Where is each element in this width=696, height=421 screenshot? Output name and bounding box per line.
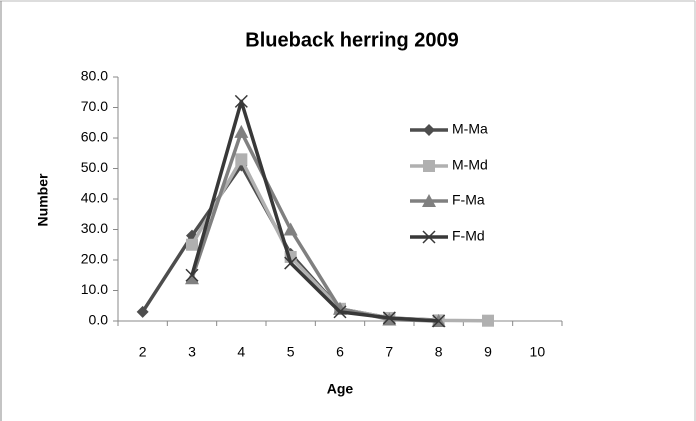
x-tick-label: 9 [484,344,492,360]
y-tick-label: 80.0 [81,68,108,84]
x-tick-label: 5 [287,344,295,360]
data-point [136,305,149,318]
x-tick-label: 8 [435,344,443,360]
data-point [185,268,199,282]
data-point [382,311,396,325]
y-tick-label: 10.0 [81,281,108,297]
series-line [190,130,439,323]
chart-title: Blueback herring 2009 [245,29,458,51]
series-line [190,157,489,323]
series-line [190,99,439,323]
y-tick-label: 20.0 [81,251,108,267]
legend-label: M-Md [452,157,488,173]
legend-marker [422,230,436,244]
x-axis-title: Age [327,381,354,397]
data-point [283,222,298,236]
x-tick-label: 4 [237,344,245,360]
y-tick-label: 30.0 [81,220,108,236]
legend-marker [423,160,435,172]
legend-label: F-Md [452,228,485,244]
data-point [234,94,248,108]
legend-marker [422,194,436,207]
data-point [185,271,199,285]
data-point [186,238,198,251]
y-tick-label: 70.0 [81,98,108,114]
data-point [234,124,249,138]
x-tick-label: 6 [336,344,344,360]
y-tick-label: 60.0 [81,129,108,145]
x-tick-label: 3 [188,344,196,360]
legend-label: F-Ma [452,192,485,208]
x-tick-label: 10 [530,344,546,360]
data-point [432,314,446,328]
y-tick-label: 50.0 [81,159,108,175]
y-axis-title: Number [35,173,51,226]
y-tick-label: 0.0 [89,312,109,328]
y-tick-label: 40.0 [81,190,108,206]
x-tick-label: 2 [139,344,147,360]
x-tick-label: 7 [385,344,393,360]
data-point [235,153,248,166]
legend-marker [423,124,435,136]
data-point [284,256,298,270]
data-point [482,314,494,327]
legend-label: M-Ma [452,121,488,137]
data-point [333,305,347,319]
